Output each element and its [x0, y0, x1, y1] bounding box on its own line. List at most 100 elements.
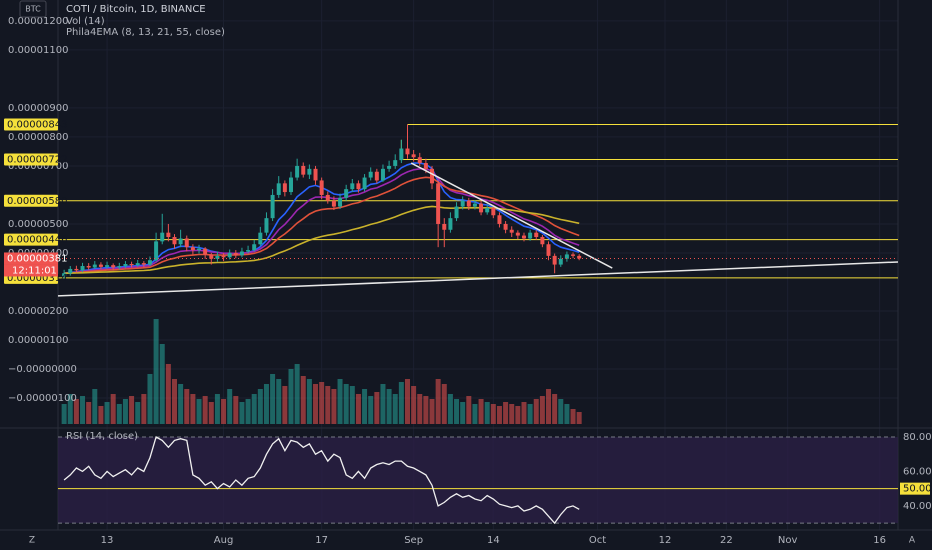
- volume-bar: [214, 394, 220, 424]
- volume-bar: [466, 396, 472, 424]
- volume-bar: [300, 376, 306, 424]
- rsi-title: RSI (14, close): [66, 431, 138, 442]
- candle-body: [258, 232, 263, 245]
- trendline: [57, 261, 899, 297]
- y-tick-label: 0.00000800: [8, 132, 68, 143]
- volume-bar: [411, 386, 417, 424]
- candle-body: [497, 215, 502, 224]
- volume-bar: [503, 402, 509, 424]
- candle-body: [466, 200, 471, 207]
- candle-body: [282, 183, 287, 193]
- corner-button: Z: [29, 536, 35, 546]
- volume-bar: [208, 402, 214, 424]
- candle-body: [239, 251, 244, 256]
- rsi-tick-label: 80.00: [903, 432, 932, 443]
- volume-bar: [460, 402, 466, 424]
- level-tag: [4, 233, 58, 246]
- candle-body: [172, 237, 177, 245]
- candle-body: [288, 177, 293, 193]
- candle-body: [301, 165, 306, 175]
- candle-body: [74, 268, 79, 271]
- candle-body: [509, 229, 514, 233]
- level-tag: [4, 194, 58, 207]
- candle-body: [129, 263, 134, 266]
- volume-bar: [386, 389, 392, 424]
- volume-bar: [245, 399, 251, 424]
- candle-body: [399, 148, 404, 161]
- volume-bar: [257, 389, 263, 424]
- candle-body: [62, 273, 67, 277]
- chart-title: COTI / Bitcoin, 1D, BINANCE: [66, 4, 206, 15]
- corner-button: A: [909, 536, 916, 546]
- volume-bar: [141, 394, 147, 424]
- volume-bar: [454, 399, 460, 424]
- volume-bar: [233, 396, 239, 424]
- volume-bar: [98, 406, 104, 424]
- x-tick-label: 22: [720, 535, 733, 546]
- volume-bar: [423, 396, 429, 424]
- volume-bar: [110, 394, 116, 424]
- candle-body: [147, 260, 152, 265]
- candle-body: [423, 163, 428, 169]
- volume-bar: [122, 399, 128, 424]
- y-tick-label: 0.00000900: [8, 103, 68, 114]
- candle-body: [203, 248, 208, 255]
- ema-line: [64, 176, 580, 275]
- candle-body: [442, 223, 447, 230]
- symbol: BTC: [25, 5, 41, 14]
- volume-bar: [270, 374, 276, 424]
- candle-body: [190, 247, 195, 251]
- volume-bar: [447, 394, 453, 424]
- volume-bar: [441, 384, 447, 424]
- candle-body: [521, 235, 526, 239]
- volume-bar: [552, 394, 558, 424]
- volume-bar: [484, 402, 490, 424]
- candle-body: [252, 244, 257, 251]
- volume-bar: [570, 409, 576, 424]
- candle-body: [362, 177, 367, 190]
- candle-body: [319, 180, 324, 195]
- price-tag-label: 0.00000381: [7, 253, 67, 264]
- volume-bar: [239, 402, 245, 424]
- volume-bar: [558, 399, 564, 424]
- candle-body: [86, 266, 91, 268]
- level-tag-label: 0.00000446: [7, 235, 67, 246]
- candle-body: [534, 232, 539, 238]
- volume-bar: [263, 384, 269, 424]
- volume-bar: [227, 389, 233, 424]
- volume-bar: [515, 406, 521, 424]
- candle-body: [338, 197, 343, 207]
- volume-bar: [184, 389, 190, 424]
- candle-body: [460, 200, 465, 207]
- candle-body: [552, 255, 557, 265]
- volume-bar: [171, 379, 177, 424]
- legend-entry: Phila4EMA (8, 13, 21, 55, close): [66, 27, 225, 38]
- level-tag-label: 0.00000843: [7, 119, 67, 130]
- candle-body: [135, 263, 140, 266]
- volume-bar: [67, 394, 73, 424]
- candle-body: [197, 248, 202, 251]
- rsi-tick-label: 40.00: [903, 501, 932, 512]
- volume-bar: [116, 404, 122, 424]
- y-tick-label: −0.00000000: [8, 364, 77, 375]
- volume-bar: [288, 369, 294, 424]
- volume-bar: [472, 404, 478, 424]
- volume-bar: [417, 394, 423, 424]
- volume-bar: [368, 396, 374, 424]
- volume-bar: [159, 344, 165, 424]
- candle-body: [270, 194, 275, 219]
- y-tick-label: 0.00000700: [8, 161, 68, 172]
- volume-bar: [325, 386, 331, 424]
- candle-body: [178, 238, 183, 245]
- candle-body: [472, 203, 477, 207]
- candle-body: [546, 244, 551, 256]
- x-tick-label: 14: [487, 535, 500, 546]
- candle-body: [454, 206, 459, 219]
- symbol-box: [19, 0, 47, 18]
- rsi-level-label: 50.00: [903, 484, 932, 495]
- volume-bar: [576, 412, 582, 424]
- y-tick-label: 0.00000200: [8, 306, 68, 317]
- level-tag: [4, 153, 58, 166]
- volume-bar: [343, 384, 349, 424]
- candle-body: [485, 208, 490, 213]
